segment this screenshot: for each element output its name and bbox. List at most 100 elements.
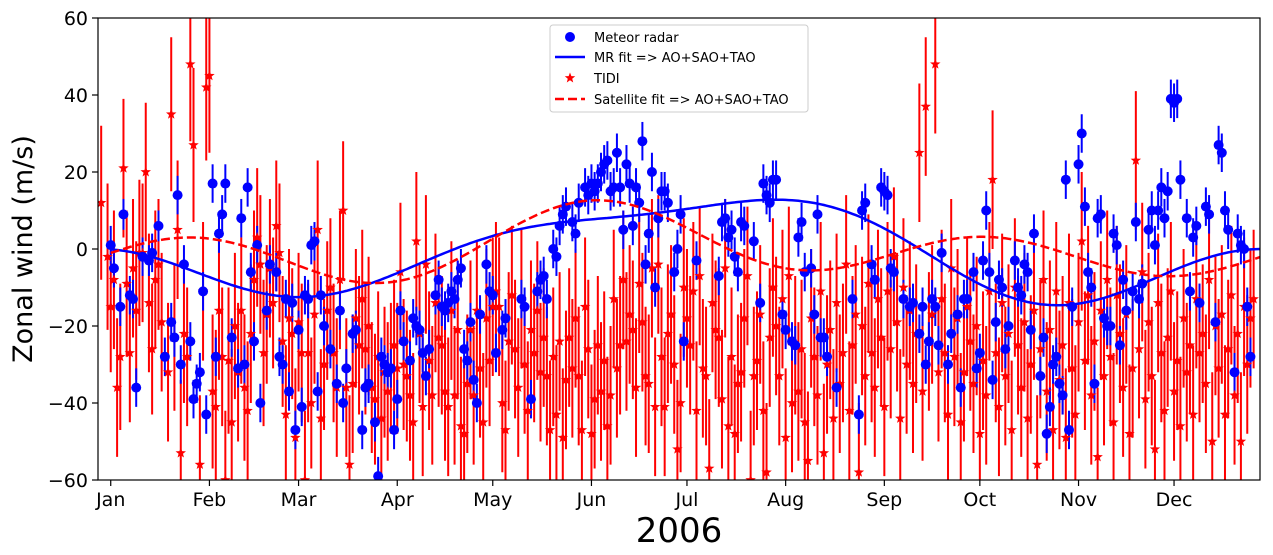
tidi-point (245, 328, 257, 339)
x-axis-label: 2006 (636, 511, 723, 551)
tidi-point (452, 324, 463, 335)
mr-point (131, 382, 142, 393)
tidi-point (455, 420, 467, 431)
mr-point (1073, 159, 1084, 170)
mr-point (1095, 209, 1106, 220)
tidi-point (1076, 235, 1087, 246)
tidi-point (181, 351, 193, 362)
tidi-point (614, 339, 626, 350)
tidi-point (745, 474, 756, 480)
tidi-point (433, 332, 444, 342)
tidi-point (1028, 305, 1040, 316)
tidi-point (567, 362, 578, 373)
tidi-point (477, 416, 489, 427)
mr-point (1083, 267, 1094, 278)
tidi-point (1105, 351, 1116, 362)
tidi-point (404, 389, 416, 400)
mr-point (822, 351, 833, 362)
tidi-point (286, 328, 298, 339)
mr-point (191, 378, 202, 389)
tidi-point (1038, 274, 1049, 285)
tidi-point (337, 205, 349, 215)
tidi-point (668, 359, 680, 369)
mr-point (1200, 201, 1211, 212)
mr-point (1229, 367, 1240, 378)
mr-point (952, 309, 963, 320)
mr-point (1044, 401, 1055, 412)
mr-point (723, 232, 734, 243)
mr-point (1191, 220, 1202, 231)
mr-point (869, 274, 880, 285)
legend-circle-marker-icon (565, 32, 575, 42)
tidi-point (834, 378, 845, 389)
tidi-point (1219, 409, 1231, 419)
tidi-point (1057, 339, 1068, 350)
mr-point (631, 182, 642, 193)
mr-point (1009, 255, 1020, 266)
tidi-point (1031, 459, 1043, 470)
tidi-point (926, 308, 938, 319)
tidi-point (185, 58, 196, 69)
tidi-point (420, 258, 432, 269)
tidi-point (1133, 343, 1145, 354)
mr-point (261, 305, 272, 316)
tidi-point (500, 424, 511, 435)
mr-point (449, 294, 460, 305)
mr-point (818, 332, 829, 343)
tidi-point (812, 389, 823, 400)
mr-point (1245, 351, 1256, 362)
mr-point (487, 290, 498, 301)
tidi-point (961, 301, 973, 312)
tidi-point (1086, 389, 1097, 400)
tidi-point (1152, 297, 1164, 308)
tidi-point (538, 332, 549, 342)
mr-point (293, 324, 304, 335)
tidi-point (729, 428, 740, 439)
tidi-point (493, 301, 505, 312)
mr-point (236, 213, 247, 224)
tidi-point (290, 432, 301, 443)
x-tick-label: May (473, 489, 512, 511)
mr-point (1232, 228, 1243, 239)
tidi-point (471, 305, 483, 316)
tidi-point (691, 405, 702, 416)
tidi-point (369, 393, 381, 404)
mr-point (490, 347, 501, 358)
tidi-point (802, 455, 814, 466)
tidi-point (98, 197, 107, 208)
mr-point (551, 251, 562, 262)
tidi-point (882, 285, 893, 296)
mr-point (726, 224, 737, 235)
mr-point (201, 409, 212, 420)
mr-point (1035, 371, 1046, 382)
tidi-point (885, 343, 896, 354)
tidi-point (1108, 416, 1119, 427)
tidi-point (684, 339, 696, 350)
mr-point (978, 255, 989, 266)
mr-point (793, 232, 804, 243)
tidi-point (236, 305, 247, 316)
tidi-point (474, 362, 486, 373)
mr-point (984, 267, 995, 278)
mr-point (440, 305, 451, 316)
tidi-point (220, 474, 231, 480)
tidi-point (309, 308, 320, 319)
mr-point (446, 286, 457, 297)
tidi-point (216, 351, 228, 362)
mr-point (1076, 128, 1087, 139)
tidi-point (1082, 289, 1094, 300)
mr-point (675, 209, 686, 220)
mr-point (930, 301, 941, 312)
tidi-point (965, 335, 976, 346)
tidi-point (487, 301, 498, 312)
tidi-point (178, 328, 190, 339)
tidi-point (407, 416, 419, 427)
tidi-point (1242, 359, 1253, 369)
tidi-point (990, 347, 1001, 358)
tidi-point (723, 420, 734, 431)
tidi-point (1226, 289, 1237, 300)
tidi-point (388, 339, 400, 350)
plot-area (98, 18, 1260, 480)
mr-point (1121, 305, 1132, 316)
tidi-point (844, 405, 855, 416)
